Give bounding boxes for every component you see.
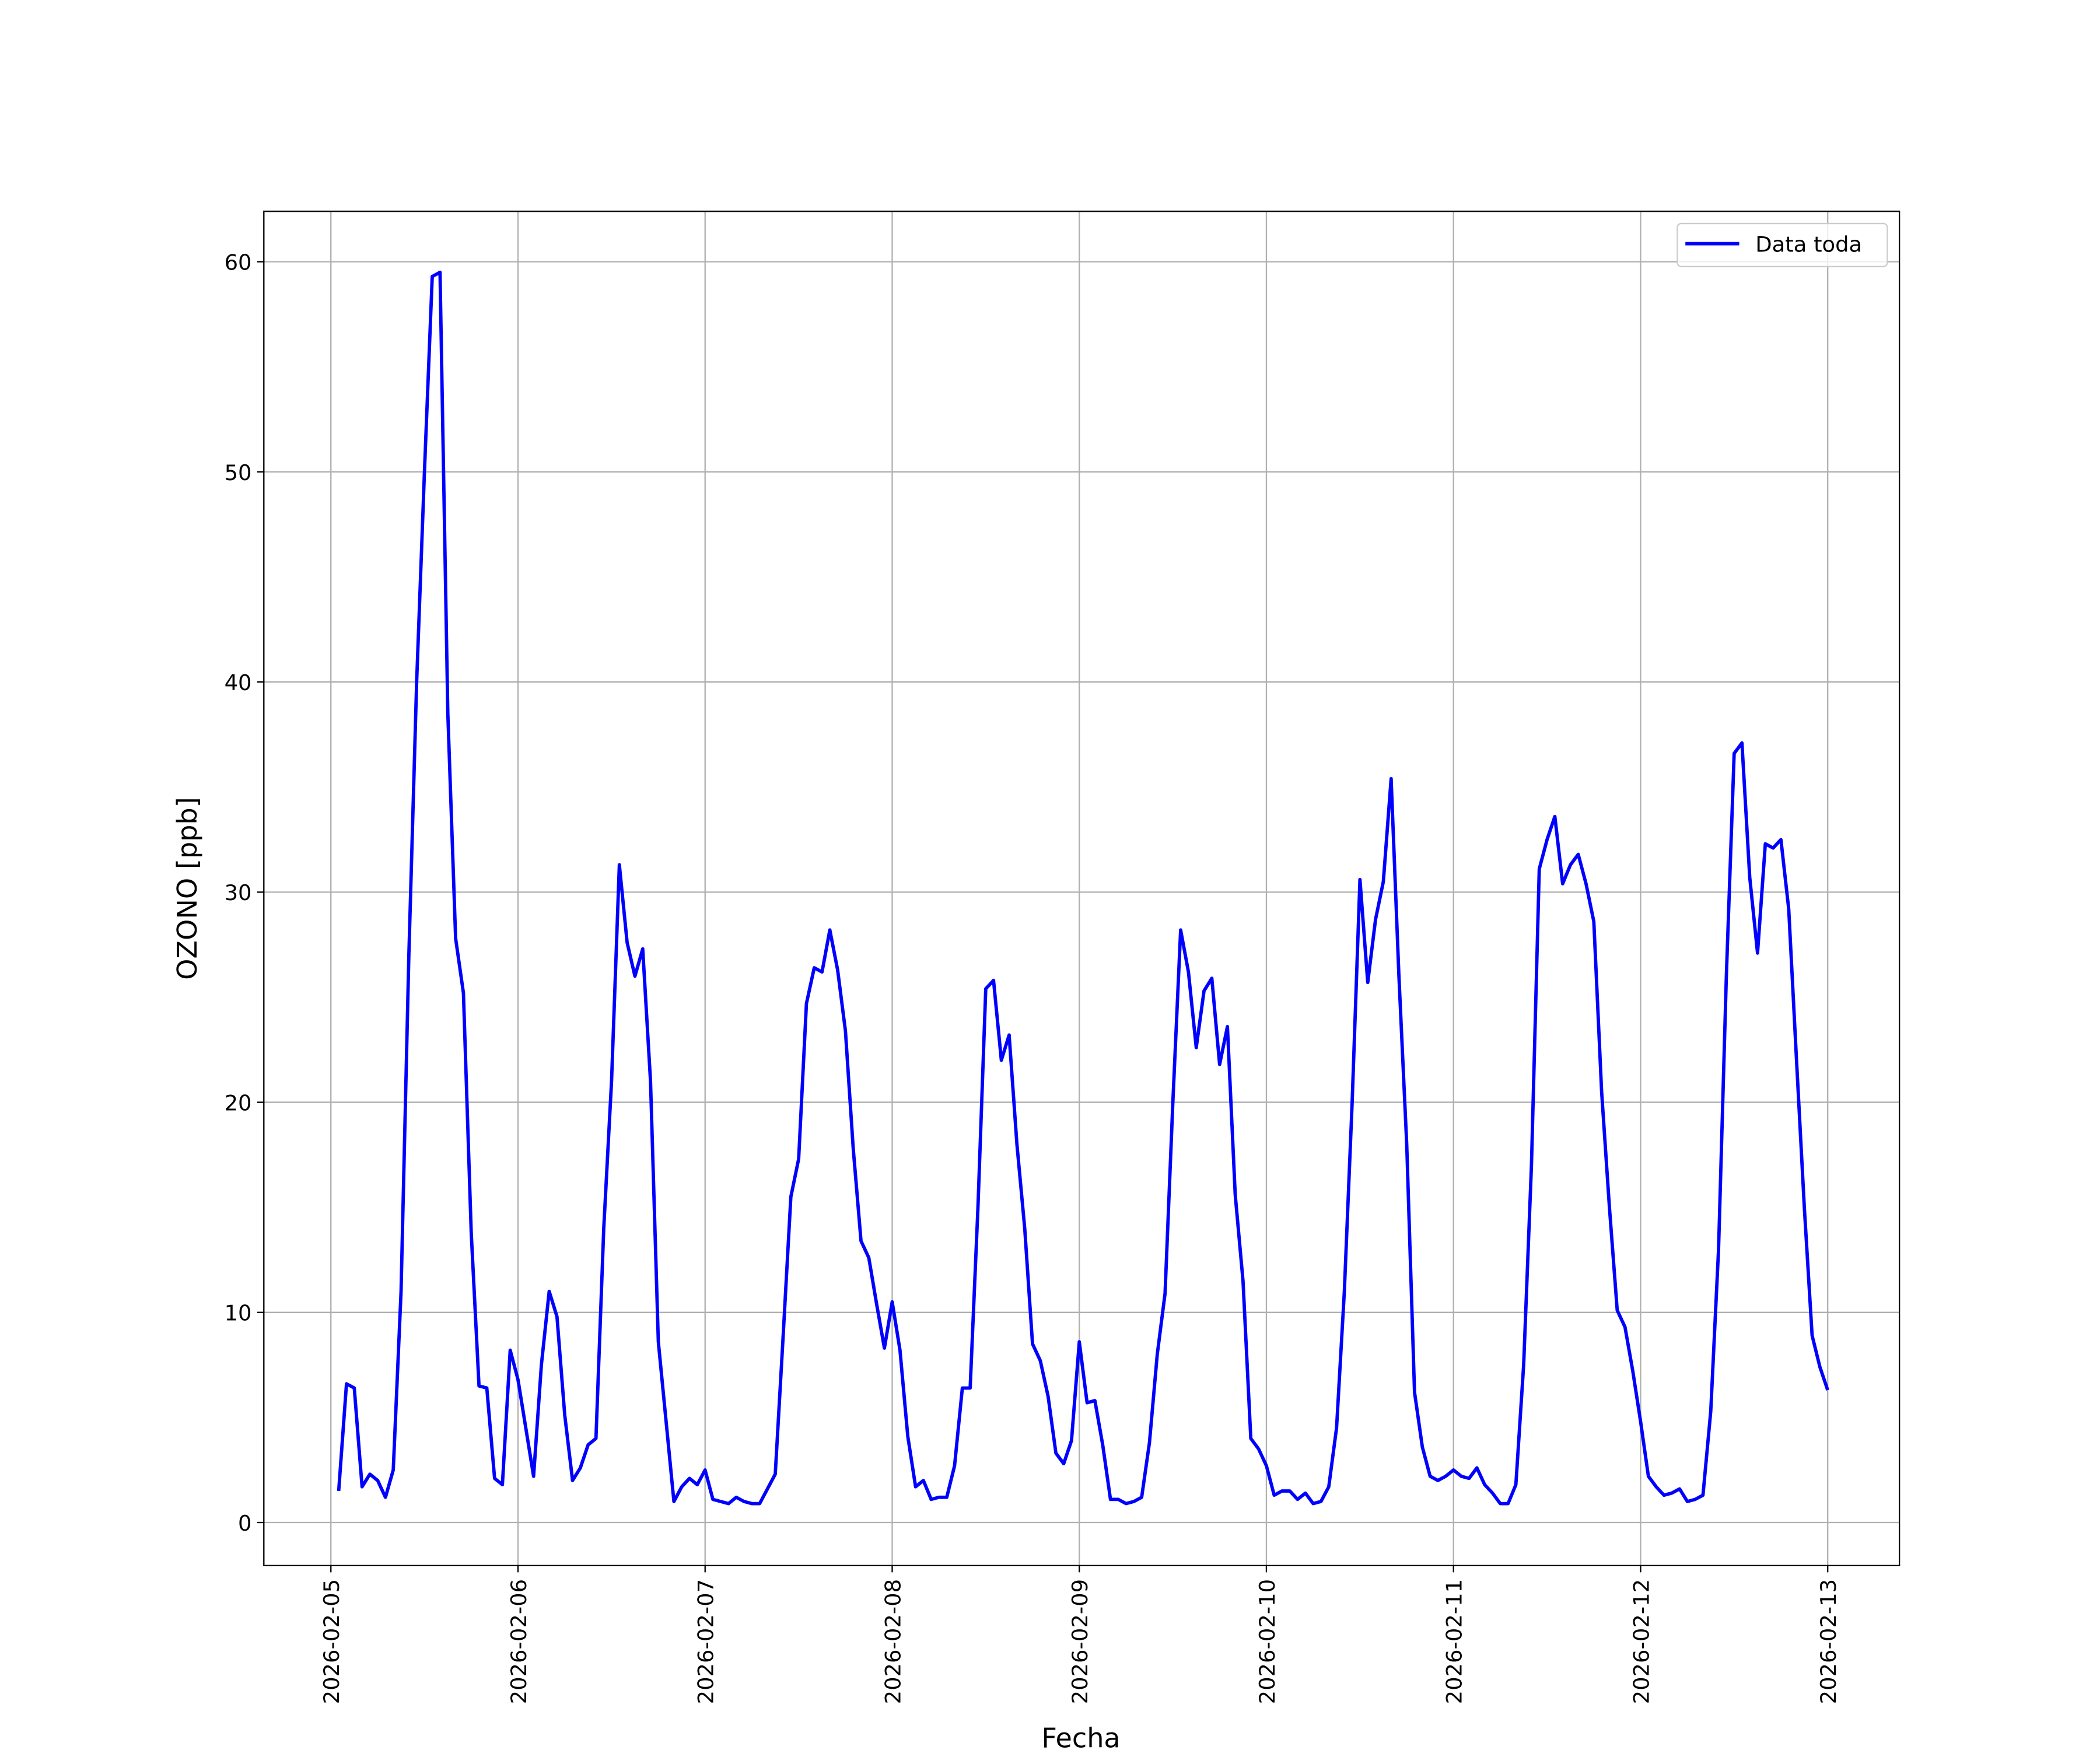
x-tick-label: 2026-02-08 xyxy=(880,1579,905,1704)
y-tick-label: 10 xyxy=(225,1301,252,1326)
x-tick-label: 2026-02-12 xyxy=(1629,1579,1654,1704)
data-line xyxy=(337,270,1829,1506)
y-tick-label: 30 xyxy=(225,880,252,905)
y-tick-label: 0 xyxy=(238,1511,251,1536)
x-tick-label: 2026-02-10 xyxy=(1255,1579,1280,1704)
y-tick-label: 40 xyxy=(225,670,252,695)
y-tick-label: 20 xyxy=(225,1090,252,1115)
x-axis-label: Fecha xyxy=(1041,1722,1120,1750)
y-axis-label: OZONO [ppb] xyxy=(172,797,203,980)
legend-label: Data toda xyxy=(1755,232,1862,257)
x-tick-label: 2026-02-06 xyxy=(506,1579,531,1704)
x-tick-label: 2026-02-05 xyxy=(319,1579,344,1704)
y-tick-label: 60 xyxy=(225,250,252,275)
x-tick-label: 2026-02-07 xyxy=(694,1579,719,1704)
x-tick-label: 2026-02-09 xyxy=(1068,1579,1093,1704)
plot-frame xyxy=(263,211,1901,1566)
legend-box xyxy=(1676,222,1888,268)
x-tick-label: 2026-02-13 xyxy=(1816,1579,1841,1704)
y-tick-label: 50 xyxy=(225,460,252,485)
x-tick-label: 2026-02-11 xyxy=(1442,1579,1467,1704)
